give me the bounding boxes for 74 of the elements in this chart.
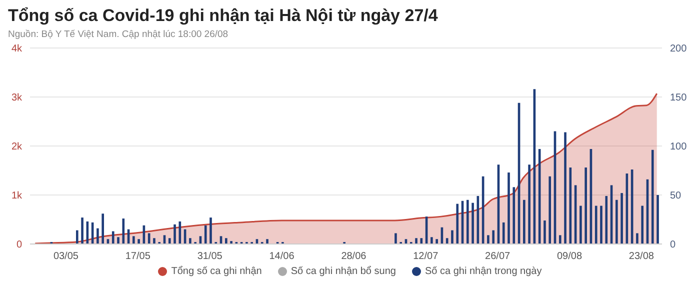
- bar: [656, 195, 659, 244]
- bar: [616, 200, 618, 244]
- bar: [117, 237, 120, 244]
- x-tick-label: 17/05: [125, 251, 151, 262]
- bar: [651, 150, 654, 244]
- bar: [548, 176, 552, 244]
- bar: [446, 238, 448, 244]
- y-tick-label: 4k: [11, 44, 23, 55]
- x-tick-label: 03/05: [53, 251, 79, 262]
- x-tick-label: 12/07: [413, 251, 439, 262]
- bar: [230, 241, 232, 244]
- bar: [641, 206, 644, 244]
- bar: [153, 238, 156, 244]
- bar: [580, 206, 582, 244]
- legend-label: Số ca ghi nhận trong ngày: [424, 266, 542, 277]
- bar: [168, 238, 171, 244]
- bar: [210, 218, 212, 244]
- x-tick-label: 09/08: [556, 251, 582, 262]
- x-tick-label: 28/06: [341, 251, 367, 262]
- bar: [584, 168, 587, 244]
- y-tick-label: 1k: [11, 190, 23, 202]
- bar: [189, 238, 192, 244]
- bar: [138, 239, 140, 244]
- bar: [558, 235, 562, 244]
- y2-tick-label: 0: [670, 240, 676, 251]
- bar: [436, 239, 438, 244]
- bar: [620, 193, 623, 244]
- bar: [502, 222, 505, 244]
- bar: [523, 200, 526, 244]
- bar: [430, 237, 433, 244]
- y-tick-label: 2k: [11, 142, 23, 153]
- bar: [528, 164, 530, 244]
- x-tick-label: 26/07: [485, 251, 511, 262]
- bar: [394, 233, 397, 244]
- y2-tick-label: 50: [670, 190, 682, 202]
- bar: [174, 224, 176, 244]
- bar: [487, 235, 490, 244]
- y2-tick-label: 150: [670, 92, 688, 104]
- x-tick-label: 23/08: [628, 251, 654, 262]
- y-tick-label: 3k: [11, 92, 23, 104]
- y-tick-label: 0: [16, 240, 22, 251]
- y2-tick-label: 200: [670, 44, 688, 55]
- bar: [456, 204, 459, 244]
- bar: [204, 225, 207, 244]
- bar: [112, 231, 114, 244]
- x-tick-label: 31/05: [197, 251, 223, 262]
- bar: [492, 230, 494, 244]
- bar: [76, 230, 78, 244]
- bar: [96, 228, 99, 244]
- y2-tick-label: 100: [670, 142, 688, 153]
- bar: [594, 206, 598, 244]
- bar: [451, 230, 454, 244]
- bar: [636, 233, 638, 244]
- bar: [132, 236, 135, 244]
- bar: [122, 218, 125, 244]
- chart-title: Tổng số ca Covid-19 ghi nhận tại Hà Nội từ ngày 27/4: [8, 6, 439, 26]
- bar: [224, 238, 228, 244]
- bar: [415, 238, 418, 244]
- chart-subtitle: Nguồn: Bộ Y Tế Việt Nam. Cập nhật lúc 18:00 26/08: [8, 29, 230, 40]
- bar: [512, 187, 516, 244]
- legend-label: Tổng số ca ghi nhận: [171, 266, 262, 277]
- bar: [102, 214, 104, 244]
- legend-label: Số ca ghi nhận bổ sung: [290, 266, 396, 277]
- bar: [466, 200, 469, 244]
- bar: [472, 202, 474, 244]
- bar: [605, 196, 608, 244]
- bar: [81, 218, 84, 244]
- bar: [266, 239, 268, 244]
- bar: [420, 238, 423, 244]
- bar: [600, 206, 602, 244]
- bar: [544, 220, 546, 244]
- bar: [564, 132, 566, 244]
- x-tick-label: 14/06: [269, 251, 295, 262]
- bar: [508, 172, 510, 244]
